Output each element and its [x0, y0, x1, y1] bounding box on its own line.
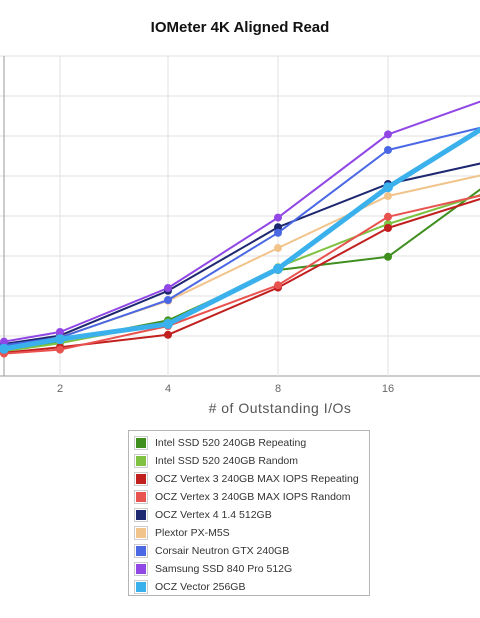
legend-item: Samsung SSD 840 Pro 512G	[134, 560, 293, 578]
legend-swatch	[134, 562, 148, 576]
data-point	[384, 224, 392, 232]
legend-label: OCZ Vertex 3 240GB MAX IOPS Repeating	[155, 473, 359, 485]
legend-label: OCZ Vector 256GB	[155, 581, 246, 593]
line-chart-plot: 2 4 8 16	[0, 55, 480, 395]
data-point	[0, 343, 9, 354]
data-point	[164, 284, 172, 292]
series-line-6	[3, 174, 480, 348]
data-point	[384, 252, 392, 261]
data-point	[164, 296, 172, 304]
data-point	[273, 263, 283, 274]
legend-swatch	[134, 490, 148, 504]
data-point	[384, 212, 392, 221]
chart-title: IOMeter 4K Aligned Read	[150, 19, 330, 36]
data-point	[164, 330, 172, 339]
x-tick-label: 2	[57, 383, 63, 395]
legend-swatch	[134, 544, 148, 558]
legend-swatch	[134, 508, 148, 522]
legend-label: Corsair Neutron GTX 240GB	[155, 545, 290, 557]
x-axis-title: # of Outstanding I/Os	[208, 400, 352, 416]
data-point	[274, 228, 282, 237]
series-line-7	[3, 126, 480, 347]
data-point	[0, 337, 8, 346]
series-line-8	[3, 100, 480, 343]
legend-swatch	[134, 526, 148, 540]
legend-swatch	[134, 580, 148, 594]
data-point	[384, 130, 392, 139]
data-point	[56, 328, 64, 336]
legend-label: Samsung SSD 840 Pro 512G	[155, 563, 293, 575]
legend-swatch	[134, 436, 148, 450]
data-point	[274, 244, 282, 252]
data-point	[274, 223, 282, 232]
legend-label: Intel SSD 520 240GB Repeating	[155, 437, 307, 449]
x-tick-label: 4	[165, 383, 171, 395]
legend-swatch	[134, 454, 148, 468]
legend-item: Corsair Neutron GTX 240GB	[134, 542, 290, 560]
data-point	[383, 182, 393, 193]
legend-item: OCZ Vertex 3 240GB MAX IOPS Repeating	[134, 470, 359, 488]
data-point	[274, 213, 282, 222]
data-point	[163, 319, 173, 329]
data-point	[384, 192, 392, 200]
legend-label: Intel SSD 520 240GB Random	[155, 455, 299, 467]
legend-item: OCZ Vertex 4 1.4 512GB	[134, 506, 272, 524]
x-tick-label: 16	[382, 383, 394, 395]
x-tick-labels: 2 4 8 16	[57, 383, 394, 395]
legend-item: OCZ Vector 256GB	[134, 578, 246, 596]
legend-item: Intel SSD 520 240GB Repeating	[134, 434, 307, 452]
legend-item: Intel SSD 520 240GB Random	[134, 452, 299, 470]
series-lines	[0, 100, 480, 358]
legend-label: OCZ Vertex 3 240GB MAX IOPS Random	[155, 491, 351, 503]
series-line-5	[3, 162, 480, 345]
series-line-4	[3, 194, 480, 355]
data-point	[384, 146, 392, 154]
x-tick-label: 8	[275, 383, 281, 395]
legend-label: OCZ Vertex 4 1.4 512GB	[155, 509, 272, 521]
data-point	[56, 345, 64, 354]
series-line-9	[3, 127, 480, 352]
series-line-2	[3, 193, 480, 353]
data-point	[55, 334, 65, 345]
legend-item: OCZ Vertex 3 240GB MAX IOPS Random	[134, 488, 351, 506]
data-point	[274, 281, 282, 290]
legend-swatch	[134, 472, 148, 486]
series-line-1	[3, 188, 480, 351]
legend: Intel SSD 520 240GB Repeating Intel SSD 5…	[128, 430, 370, 596]
series-line-3	[3, 197, 480, 354]
legend-label: Plextor PX-M5S	[155, 527, 230, 539]
legend-item: Plextor PX-M5S	[134, 524, 230, 542]
